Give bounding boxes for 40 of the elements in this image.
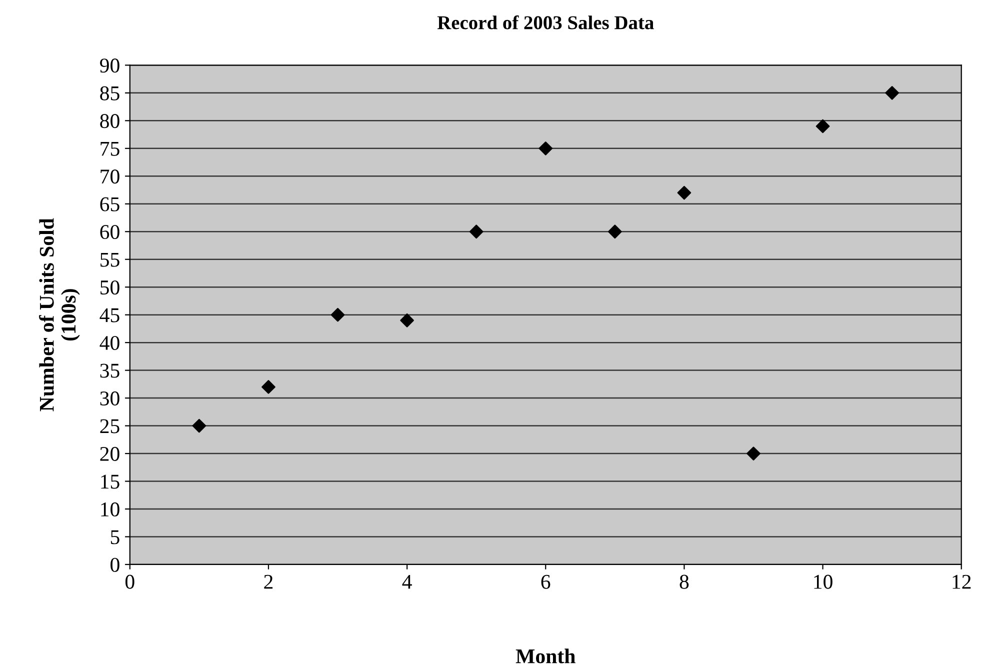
chart-title: Record of 2003 Sales Data bbox=[437, 15, 654, 30]
y-tick-label: 20 bbox=[100, 446, 120, 461]
y-tick-label: 90 bbox=[100, 58, 120, 73]
point bbox=[677, 186, 692, 200]
y-tick-label: 85 bbox=[100, 86, 120, 100]
x-tick-label: 4 bbox=[402, 574, 412, 589]
point bbox=[608, 224, 622, 239]
point bbox=[816, 119, 830, 134]
y-tick-label: 60 bbox=[100, 224, 120, 240]
y-tick-label: 5 bbox=[110, 530, 120, 544]
x-tick-label: 2 bbox=[264, 574, 273, 589]
y-tick-label: 70 bbox=[100, 170, 120, 184]
y-tick-label: 10 bbox=[101, 502, 120, 516]
point bbox=[330, 308, 345, 322]
y-tick-label: 0 bbox=[110, 558, 120, 572]
y-tick-label: 30 bbox=[100, 391, 120, 406]
point bbox=[262, 380, 276, 394]
y-tick-label: 45 bbox=[100, 308, 120, 322]
y-tick-label: 80 bbox=[100, 114, 120, 128]
point bbox=[469, 224, 484, 239]
x-tick-label: 12 bbox=[952, 574, 971, 589]
y-tick-label: 15 bbox=[101, 474, 120, 489]
x-tick-label: 10 bbox=[814, 574, 832, 589]
y-tick-label: 35 bbox=[100, 364, 120, 378]
y-tick-label: 40 bbox=[100, 336, 120, 350]
y-tick-label: 65 bbox=[100, 197, 120, 212]
x-axis-title: Month bbox=[516, 648, 576, 664]
point bbox=[192, 418, 206, 433]
y-tick-label: 50 bbox=[100, 280, 120, 295]
x-tick-label: 8 bbox=[680, 574, 689, 589]
y-tick-label: 25 bbox=[100, 419, 120, 434]
point bbox=[538, 141, 553, 156]
point bbox=[400, 313, 414, 328]
x-tick-label: 0 bbox=[125, 574, 134, 589]
x-tick-label: 6 bbox=[541, 574, 550, 589]
point bbox=[746, 446, 760, 460]
y-tick-label: 55 bbox=[100, 252, 120, 267]
y-tick-label: 75 bbox=[100, 142, 120, 156]
point bbox=[885, 86, 899, 100]
y-axis-title: Number of Units Sold (100s) bbox=[39, 218, 80, 412]
